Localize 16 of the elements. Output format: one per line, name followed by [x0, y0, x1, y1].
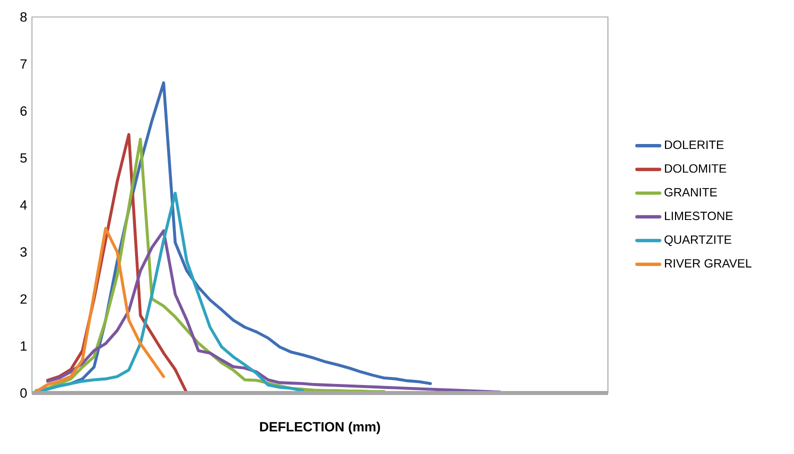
y-tick-label: 6 [20, 106, 27, 116]
y-tick-label: 4 [20, 200, 27, 210]
y-tick-label: 3 [20, 247, 27, 257]
y-tick-label: 2 [20, 294, 27, 304]
y-tick-label: 7 [20, 59, 27, 69]
legend-label: GRANITE [664, 188, 717, 196]
y-tick-label: 1 [20, 341, 27, 351]
x-axis-title: DEFLECTION (mm) [260, 422, 380, 434]
legend-label: DOLOMITE [664, 164, 726, 173]
legend-label: DOLERITE [664, 140, 724, 150]
legend-label: LIMESTONE [664, 212, 733, 220]
y-tick-label: 5 [20, 153, 27, 163]
legend-label: QUARTZITE [664, 235, 732, 246]
y-tick-label: 8 [20, 12, 27, 22]
legend-label: RIVER GRAVEL [664, 259, 752, 268]
y-tick-label: 0 [20, 388, 27, 398]
